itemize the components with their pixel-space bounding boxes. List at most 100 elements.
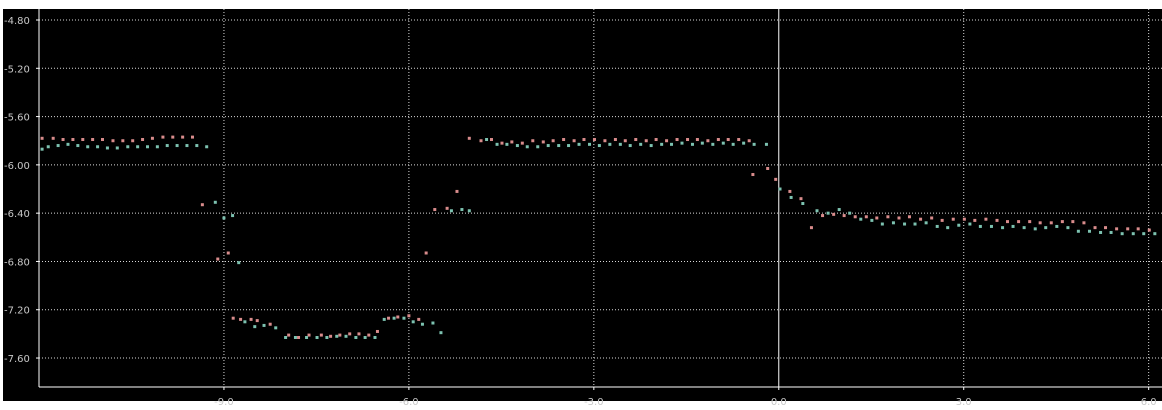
data-point (1028, 220, 1032, 224)
y-tick-label: -5.20 (4, 64, 30, 75)
data-point (778, 187, 782, 191)
data-point (801, 202, 805, 205)
data-point (837, 208, 841, 212)
data-point (86, 145, 90, 149)
data-point (126, 145, 130, 149)
data-point (40, 136, 44, 140)
data-point (510, 140, 514, 144)
data-point (907, 215, 911, 219)
data-point (185, 144, 189, 148)
data-point (1038, 221, 1042, 225)
data-point (449, 209, 453, 213)
x-tick-label: 3.0 (956, 397, 972, 408)
data-point (951, 217, 955, 221)
data-point (171, 135, 175, 139)
data-point (737, 138, 741, 142)
data-point (1005, 220, 1009, 224)
data-point (105, 146, 109, 150)
data-point (531, 139, 535, 143)
data-point (716, 138, 720, 142)
data-point (485, 138, 489, 142)
data-point (439, 331, 443, 335)
data-point (815, 209, 819, 213)
series-1 (40, 138, 1157, 340)
data-point (222, 216, 226, 220)
data-point (402, 316, 406, 320)
data-point (307, 333, 311, 337)
data-point (191, 135, 195, 139)
data-point (305, 336, 309, 340)
data-point (826, 211, 830, 215)
data-point (788, 189, 792, 193)
data-point (973, 218, 977, 222)
data-point (335, 334, 339, 338)
data-point (56, 144, 60, 148)
data-point (216, 257, 220, 261)
data-point (880, 222, 884, 226)
data-point (690, 142, 694, 146)
data-point (675, 138, 679, 142)
data-point (297, 336, 301, 340)
data-point (363, 336, 367, 340)
data-point (284, 336, 288, 340)
data-point (231, 214, 235, 218)
data-point (680, 141, 684, 145)
data-point (731, 142, 735, 146)
data-point (989, 224, 993, 228)
data-point (747, 139, 751, 143)
data-point (557, 144, 561, 148)
data-point (978, 224, 982, 228)
x-tick-label: -6.0 (399, 397, 419, 408)
data-point (46, 145, 50, 149)
data-point (711, 142, 715, 146)
data-point (919, 217, 923, 221)
data-point (455, 189, 459, 193)
data-point (913, 222, 917, 226)
data-point (809, 226, 813, 230)
y-tick-label: -5.60 (4, 113, 30, 124)
y-tick-label: -6.80 (4, 257, 30, 268)
data-point (382, 317, 386, 321)
data-point (924, 221, 928, 225)
data-point (467, 136, 471, 140)
data-point (274, 326, 278, 330)
data-point (1131, 232, 1135, 236)
data-point (141, 138, 145, 142)
data-point (213, 200, 217, 204)
y-tick-label: -7.20 (4, 306, 30, 317)
data-point (984, 217, 988, 221)
data-point (136, 145, 140, 149)
data-point (61, 138, 65, 142)
data-point (1115, 227, 1119, 231)
data-point (51, 136, 55, 140)
data-point (96, 145, 100, 149)
data-point (870, 218, 874, 222)
data-point (1136, 227, 1140, 231)
data-point (1071, 220, 1075, 224)
data-point (618, 142, 622, 146)
data-point (407, 314, 411, 318)
data-point (853, 215, 857, 219)
data-point (392, 316, 396, 320)
data-point (1099, 230, 1103, 234)
data-point (161, 135, 165, 139)
data-point (287, 333, 291, 337)
data-point (859, 217, 863, 221)
data-point (897, 216, 901, 220)
data-point (1147, 228, 1151, 232)
data-point (799, 197, 803, 201)
data-point (445, 206, 449, 210)
data-point (489, 138, 493, 142)
data-point (582, 138, 586, 142)
data-point (891, 221, 895, 225)
data-point (520, 141, 524, 145)
data-point (500, 141, 504, 145)
data-point (81, 138, 85, 142)
data-point (1087, 229, 1091, 233)
data-point (115, 146, 119, 150)
data-point (200, 203, 204, 207)
data-point (751, 173, 755, 177)
data-point (411, 320, 415, 324)
data-point (467, 209, 471, 213)
data-point (930, 216, 934, 220)
